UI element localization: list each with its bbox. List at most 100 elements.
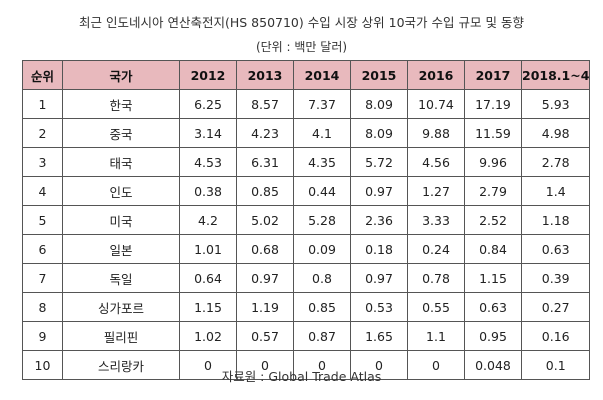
table-row: 7 독일 0.64 0.97 0.8 0.97 0.78 1.15 0.39 xyxy=(22,263,591,293)
value-cell: 4.1 xyxy=(293,118,351,148)
value-cell: 0.8 xyxy=(293,263,351,293)
value-cell: 2.36 xyxy=(350,205,408,235)
header-row: 순위 국가 2012 2013 2014 2015 2016 2017 2018.1~4 xyxy=(22,60,591,90)
value-cell: 0 xyxy=(407,350,465,380)
rank-cell: 5 xyxy=(22,205,63,235)
rank-cell: 4 xyxy=(22,176,63,206)
country-cell: 일본 xyxy=(62,234,180,264)
table-row: 3 태국 4.53 6.31 4.35 5.72 4.56 9.96 2.78 xyxy=(22,147,591,177)
value-cell: 0.97 xyxy=(350,263,408,293)
value-cell: 0 xyxy=(236,350,294,380)
value-cell: 6.31 xyxy=(236,147,294,177)
rank-cell: 6 xyxy=(22,234,63,264)
value-cell: 11.59 xyxy=(464,118,522,148)
value-cell: 0.78 xyxy=(407,263,465,293)
value-cell: 2.78 xyxy=(520,147,591,177)
country-cell: 필리핀 xyxy=(62,321,180,351)
value-cell: 6.25 xyxy=(179,89,237,119)
value-cell: 0.1 xyxy=(520,350,591,380)
value-cell: 9.96 xyxy=(464,147,522,177)
column-header: 2012 xyxy=(179,60,237,90)
value-cell: 2.79 xyxy=(464,176,522,206)
value-cell: 5.28 xyxy=(293,205,351,235)
value-cell: 0.63 xyxy=(520,234,591,264)
value-cell: 0.85 xyxy=(293,292,351,322)
country-cell: 싱가포르 xyxy=(62,292,180,322)
value-cell: 17.19 xyxy=(464,89,522,119)
value-cell: 1.4 xyxy=(520,176,591,206)
rank-cell: 1 xyxy=(22,89,63,119)
column-header: 순위 xyxy=(22,60,63,90)
column-header: 2015 xyxy=(350,60,408,90)
value-cell: 0 xyxy=(350,350,408,380)
value-cell: 1.19 xyxy=(236,292,294,322)
value-cell: 7.37 xyxy=(293,89,351,119)
column-header: 2016 xyxy=(407,60,465,90)
value-cell: 4.98 xyxy=(520,118,591,148)
value-cell: 0.39 xyxy=(520,263,591,293)
table-row: 9 필리핀 1.02 0.57 0.87 1.65 1.1 0.95 0.16 xyxy=(22,321,591,351)
value-cell: 0.18 xyxy=(350,234,408,264)
value-cell: 8.09 xyxy=(350,89,408,119)
value-cell: 0.95 xyxy=(464,321,522,351)
table-row: 4 인도 0.38 0.85 0.44 0.97 1.27 2.79 1.4 xyxy=(22,176,591,206)
value-cell: 0.87 xyxy=(293,321,351,351)
column-header: 2014 xyxy=(293,60,351,90)
value-cell: 9.88 xyxy=(407,118,465,148)
column-header: 국가 xyxy=(62,60,180,90)
value-cell: 1.15 xyxy=(179,292,237,322)
country-cell: 중국 xyxy=(62,118,180,148)
value-cell: 0.38 xyxy=(179,176,237,206)
table-body: 1 한국 6.25 8.57 7.37 8.09 10.74 17.19 5.93 2 중국 3.14… xyxy=(22,89,591,380)
value-cell: 0.55 xyxy=(407,292,465,322)
value-cell: 1.18 xyxy=(520,205,591,235)
table-row: 6 일본 1.01 0.68 0.09 0.18 0.24 0.84 0.63 xyxy=(22,234,591,264)
value-cell: 0.24 xyxy=(407,234,465,264)
value-cell: 0.63 xyxy=(464,292,522,322)
value-cell: 5.93 xyxy=(520,89,591,119)
value-cell: 3.14 xyxy=(179,118,237,148)
value-cell: 4.56 xyxy=(407,147,465,177)
country-cell: 미국 xyxy=(62,205,180,235)
value-cell: 8.57 xyxy=(236,89,294,119)
value-cell: 1.1 xyxy=(407,321,465,351)
table-row: 1 한국 6.25 8.57 7.37 8.09 10.74 17.19 5.93 xyxy=(22,89,591,119)
rank-cell: 8 xyxy=(22,292,63,322)
country-cell: 한국 xyxy=(62,89,180,119)
import-table: 순위 국가 2012 2013 2014 2015 2016 2017 2018.1~4 1 한국… xyxy=(22,60,591,380)
value-cell: 0.64 xyxy=(179,263,237,293)
value-cell: 2.52 xyxy=(464,205,522,235)
source-note: 자료원 : Global Trade Atlas xyxy=(221,369,382,384)
value-cell: 0.85 xyxy=(236,176,294,206)
value-cell: 1.15 xyxy=(464,263,522,293)
value-cell: 4.35 xyxy=(293,147,351,177)
value-cell: 4.53 xyxy=(179,147,237,177)
value-cell: 3.33 xyxy=(407,205,465,235)
table-row: 8 싱가포르 1.15 1.19 0.85 0.53 0.55 0.63 0.27 xyxy=(22,292,591,322)
value-cell: 8.09 xyxy=(350,118,408,148)
table-row: 10 스리랑카 0 0 0 0 0 0.048 0.1 xyxy=(22,350,591,380)
country-cell: 독일 xyxy=(62,263,180,293)
column-header: 2018.1~4 xyxy=(520,60,591,90)
column-header: 2013 xyxy=(236,60,294,90)
value-cell: 0.57 xyxy=(236,321,294,351)
unit-note: (단위 : 백만 달러) xyxy=(255,40,348,54)
country-cell: 스리랑카 xyxy=(62,350,180,380)
value-cell: 0.09 xyxy=(293,234,351,264)
value-cell: 0.44 xyxy=(293,176,351,206)
value-cell: 1.65 xyxy=(350,321,408,351)
value-cell: 4.2 xyxy=(179,205,237,235)
value-cell: 5.72 xyxy=(350,147,408,177)
column-header: 2017 xyxy=(464,60,522,90)
table-title: 최근 인도네시아 연산축전지(HS 850710) 수입 시장 상위 10국가 … xyxy=(79,15,524,30)
value-cell: 0.53 xyxy=(350,292,408,322)
value-cell: 10.74 xyxy=(407,89,465,119)
value-cell: 1.27 xyxy=(407,176,465,206)
value-cell: 1.01 xyxy=(179,234,237,264)
value-cell: 0.68 xyxy=(236,234,294,264)
value-cell: 0.27 xyxy=(520,292,591,322)
value-cell: 0.97 xyxy=(236,263,294,293)
value-cell: 5.02 xyxy=(236,205,294,235)
value-cell: 1.02 xyxy=(179,321,237,351)
table-row: 5 미국 4.2 5.02 5.28 2.36 3.33 2.52 1.18 xyxy=(22,205,591,235)
